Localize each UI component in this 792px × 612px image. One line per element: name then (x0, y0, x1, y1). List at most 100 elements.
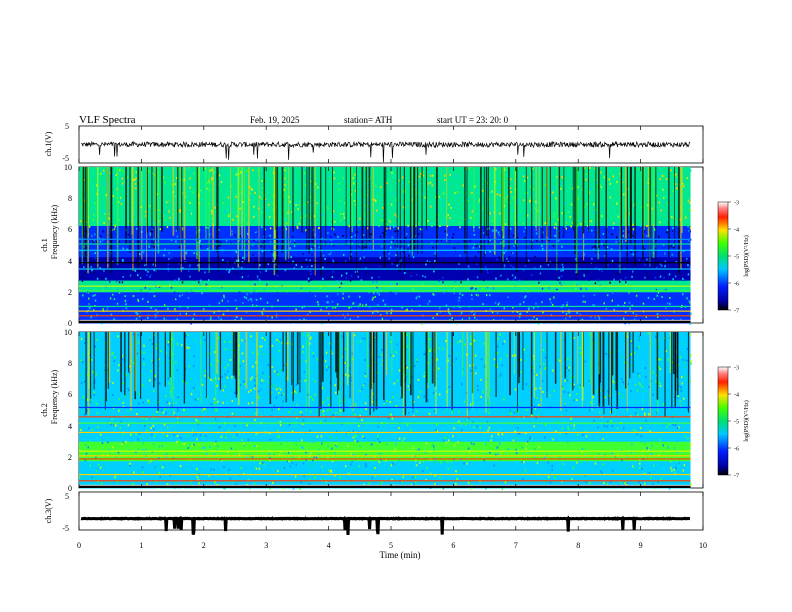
spectrogram-pixel (222, 313, 225, 316)
spectrogram-pixel (100, 235, 102, 238)
narrowband-line (79, 319, 691, 322)
spectrogram-pixel (141, 384, 144, 387)
spectrogram-pixel (524, 264, 527, 267)
spectrogram-pixel (311, 459, 314, 462)
spectrogram-pixel (135, 450, 137, 453)
spectrogram-pixel (643, 248, 646, 251)
spectrogram-pixel (567, 437, 569, 440)
spectrogram-pixel (151, 433, 153, 436)
spectrogram-pixel (343, 216, 346, 219)
spectrogram-pixel (83, 266, 85, 269)
spectrogram-pixel (395, 199, 398, 202)
spectrogram-pixel (622, 234, 625, 237)
spectrogram-pixel (144, 424, 146, 427)
spectrogram-pixel (222, 389, 224, 392)
spectrogram-pixel (583, 273, 585, 276)
spectrogram-pixel (515, 448, 517, 451)
spectrogram-pixel (318, 308, 320, 311)
spectrogram-pixel (561, 427, 564, 430)
spectrogram-pixel (497, 191, 500, 194)
spectrogram-pixel (536, 210, 539, 213)
spectrogram-pixel (334, 426, 337, 429)
spectrogram-pixel (256, 233, 259, 236)
spectrogram-pixel (322, 277, 324, 280)
spectrogram-pixel (255, 290, 258, 293)
spectrogram-pixel (538, 446, 541, 449)
spectrogram-pixel (519, 312, 522, 315)
spectrogram-pixel (155, 308, 157, 311)
sferic-streak (668, 167, 670, 258)
spectrogram-pixel (378, 453, 380, 456)
spectrogram-pixel (513, 245, 515, 248)
spectrogram-pixel (411, 482, 414, 485)
spectrogram-pixel (622, 317, 625, 320)
spectrogram-pixel (638, 346, 640, 349)
spectrogram-pixel (631, 465, 634, 468)
spectrogram-pixel (342, 253, 345, 256)
spectrogram-pixel (447, 308, 450, 311)
spectrogram-pixel (275, 388, 278, 391)
spectrogram-pixel (214, 439, 216, 442)
spectrogram-pixel (427, 303, 429, 306)
spectrogram-pixel (166, 434, 169, 437)
spectrogram-pixel (190, 377, 192, 380)
spectrogram-pixel (372, 296, 374, 299)
spectrogram-pixel (333, 396, 335, 399)
spectrogram-pixel (368, 337, 370, 340)
spectrogram-pixel (333, 251, 335, 254)
spectrogram-pixel (269, 234, 271, 237)
colorbar-tick-label: -6 (734, 282, 739, 288)
spectrogram-pixel (418, 395, 420, 398)
spectrogram-pixel (468, 417, 470, 420)
spectrogram-pixel (305, 184, 307, 187)
spectrogram-pixel (496, 352, 498, 355)
spectrogram-pixel (375, 191, 378, 194)
spectrogram-pixel (88, 297, 90, 300)
spectrogram-pixel (103, 428, 105, 431)
ch1-ylabel: ch.1(V) (44, 131, 53, 156)
spectrogram-pixel (97, 438, 100, 441)
spectrogram-pixel (128, 373, 130, 376)
spectrogram-pixel (568, 369, 570, 372)
spectrogram-pixel (331, 460, 334, 463)
spectrogram-pixel (467, 265, 470, 268)
spectrogram-pixel (591, 257, 593, 260)
spectrogram-pixel (575, 438, 577, 441)
spectrogram-pixel (214, 206, 216, 209)
spectrogram-pixel (573, 336, 575, 339)
spectrogram-pixel (355, 427, 357, 430)
spectrogram-pixel (670, 169, 672, 172)
spectrogram-pixel (583, 439, 586, 442)
spectrogram-pixel (482, 390, 485, 393)
spectrogram-pixel (345, 312, 347, 315)
spectrogram-pixel (91, 234, 93, 237)
spectrogram-pixel (191, 429, 194, 432)
spectrogram-pixel (128, 371, 131, 374)
spectrogram-pixel (584, 430, 587, 433)
spectrogram-pixel (229, 349, 232, 352)
spectrogram-pixel (688, 230, 691, 233)
spectrogram-pixel (118, 219, 120, 222)
spectrogram-pixel (669, 296, 671, 299)
spectrogram-pixel (624, 311, 627, 314)
spectrogram-pixel (220, 181, 223, 184)
spectrogram-pixel (566, 366, 568, 369)
spectrogram-pixel (427, 233, 429, 236)
spectrogram-pixel (497, 337, 499, 340)
spectrogram-pixel (187, 296, 190, 299)
spectrogram-pixel (599, 411, 601, 414)
spectrogram-pixel (245, 242, 247, 245)
spectrogram-pixel (373, 455, 376, 458)
spectrogram-pixel (134, 178, 136, 181)
spectrogram-pixel (668, 370, 671, 373)
spectrogram-pixel (221, 361, 224, 364)
spectrogram-pixel (289, 340, 291, 343)
spectrogram-pixel (417, 396, 419, 399)
spectrogram-pixel (327, 445, 329, 448)
ch2-spectrogram-panel: 10 8 6 4 2 0 ch.2 Frequency (kHz) (40, 328, 704, 493)
spectrogram-pixel (636, 433, 638, 436)
spectrogram-pixel (99, 283, 101, 286)
spectrogram-pixel (378, 461, 381, 464)
spectrogram-pixel (293, 245, 296, 248)
spectrogram-pixel (567, 176, 570, 179)
